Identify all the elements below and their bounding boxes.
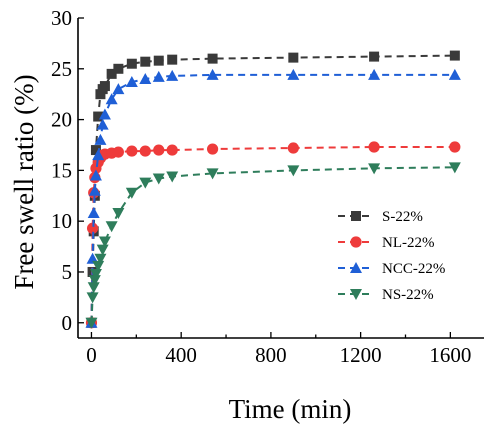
data-point-s3-p3 [88, 275, 101, 287]
data-point-s1-p14 [166, 144, 178, 156]
legend-label-0: S-22% [382, 209, 423, 225]
data-point-s0-p13 [153, 55, 164, 66]
data-point-s1-p1 [86, 222, 99, 234]
data-point-s0-p8 [99, 81, 110, 92]
y-tick-label-0: 0 [62, 311, 73, 335]
data-point-s3-p13 [152, 173, 165, 185]
data-point-s3-p5 [92, 260, 105, 272]
data-point-s2-p4 [89, 169, 102, 181]
data-point-s0-p15 [207, 53, 218, 64]
data-point-s1-p16 [287, 142, 299, 154]
data-point-s3-p1 [86, 292, 99, 304]
data-point-s2-p5 [92, 149, 105, 161]
data-point-s2-p2 [87, 207, 100, 219]
legend-marker-1 [350, 236, 362, 248]
data-point-s3-p17 [368, 163, 381, 175]
x-tick-label-1200: 1200 [340, 343, 382, 367]
data-point-s2-p9 [105, 93, 118, 105]
data-point-s3-p6 [94, 253, 107, 265]
y-tick-label-20: 20 [51, 108, 72, 132]
y-tick-label-30: 30 [51, 6, 72, 30]
legend: S-22% NL-22% NCC-22% NS-22% [338, 209, 445, 303]
data-point-s1-p13 [153, 144, 165, 156]
data-point-s2-p7 [96, 118, 109, 130]
y-tick-label-5: 5 [62, 260, 73, 284]
y-tick-label-25: 25 [51, 57, 72, 81]
data-point-s3-p12 [139, 177, 152, 189]
data-point-s3-p10 [112, 208, 125, 220]
data-point-s0-p10 [113, 63, 124, 74]
y-tick-label-15: 15 [51, 158, 72, 182]
data-point-s3-p2 [87, 282, 100, 294]
y-axis-title: Free swell ratio (%) [9, 74, 39, 289]
data-point-s1-p17 [368, 141, 380, 153]
x-tick-label-800: 800 [255, 343, 287, 367]
data-point-s2-p8 [98, 108, 111, 120]
data-point-s0-p4 [90, 145, 101, 156]
data-point-s0-p14 [167, 54, 178, 65]
data-point-s0-p9 [106, 68, 117, 79]
data-point-s3-p16 [287, 165, 300, 177]
series-line-2 [90, 73, 455, 323]
y-tick-label-10: 10 [51, 209, 72, 233]
data-point-s0-p5 [93, 111, 104, 122]
data-point-s3-p15 [206, 168, 219, 180]
data-point-s1-p11 [126, 145, 138, 157]
data-point-s0-p18 [449, 50, 460, 61]
data-point-s2-p14 [166, 69, 179, 81]
data-point-s1-p18 [449, 141, 461, 153]
legend-marker-0 [351, 211, 361, 221]
data-point-s1-p12 [139, 145, 151, 157]
data-point-s0-p12 [140, 56, 151, 67]
data-point-s3-p8 [98, 236, 111, 248]
data-point-s1-p10 [112, 146, 124, 158]
data-point-s3-p18 [448, 162, 461, 174]
data-point-s2-p15 [206, 68, 219, 80]
data-point-s2-p18 [448, 68, 461, 80]
data-point-s3-p9 [105, 221, 118, 233]
data-point-s3-p14 [166, 171, 179, 183]
data-point-s2-p17 [368, 68, 381, 80]
data-point-s1-p15 [206, 143, 219, 155]
plot-area [85, 50, 461, 329]
x-axis-title: Time (min) [229, 394, 352, 424]
data-point-s2-p11 [125, 76, 138, 87]
legend-label-1: NL-22% [382, 235, 435, 251]
data-point-s2-p6 [94, 133, 107, 145]
x-tick-label-400: 400 [165, 343, 197, 367]
data-point-s2-p13 [152, 70, 165, 82]
data-point-s3-p11 [125, 187, 138, 199]
data-point-s0-p6 [95, 89, 106, 100]
axes: 0 5 10 15 20 25 30 0 400 800 1200 1600 [51, 6, 484, 367]
data-point-s0-p17 [369, 51, 380, 62]
x-tick-label-1600: 1600 [429, 343, 471, 367]
x-tick-label-0: 0 [86, 343, 97, 367]
legend-marker-2 [350, 262, 362, 273]
data-point-s3-p4 [89, 269, 102, 280]
data-point-s2-p12 [139, 72, 152, 84]
legend-label-2: NCC-22% [382, 261, 445, 277]
data-point-s2-p10 [112, 83, 125, 95]
data-point-s3-p0 [85, 317, 98, 329]
data-point-s2-p3 [88, 184, 101, 196]
data-point-s0-p11 [126, 58, 137, 69]
legend-marker-3 [350, 289, 362, 300]
data-point-s0-p16 [288, 52, 299, 63]
data-point-s3-p7 [96, 244, 109, 256]
data-point-s2-p16 [287, 68, 300, 80]
series-line-0 [90, 54, 455, 323]
legend-label-3: NS-22% [382, 287, 434, 303]
